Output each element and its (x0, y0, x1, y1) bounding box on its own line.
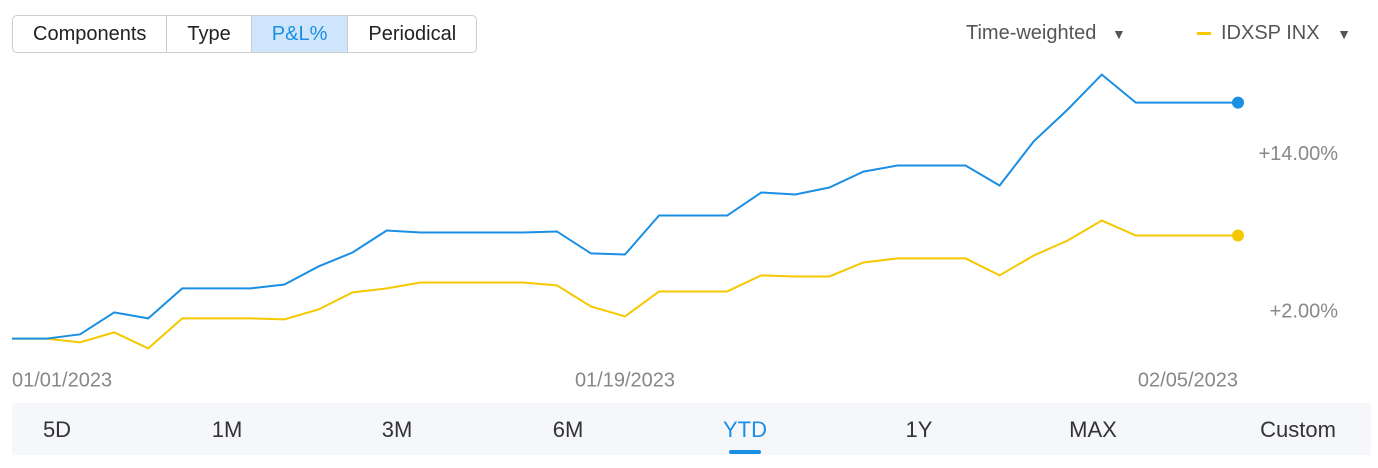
end-dot (1232, 96, 1244, 109)
y-tick-label: +14.00% (1258, 143, 1338, 165)
x-tick-label: 01/19/2023 (575, 369, 675, 391)
x-tick-label: 01/01/2023 (12, 369, 112, 391)
range-button[interactable]: YTD (723, 417, 767, 454)
line (12, 219, 1238, 350)
tab-button[interactable]: P&L% (251, 16, 349, 52)
range-button[interactable]: 5D (42, 417, 72, 442)
range-button[interactable]: 3M (381, 417, 413, 442)
legend[interactable]: IDXSP INX ▼ (1197, 22, 1351, 45)
legend-entry: IDXSP INX (1221, 22, 1320, 44)
tab-group: Components Type P&L% Periodical (12, 15, 478, 53)
end-dot (1232, 229, 1244, 242)
tab-button[interactable]: Periodical (368, 23, 457, 45)
line (12, 73, 1238, 340)
tab-button[interactable]: Components (13, 16, 168, 52)
range-bar: 5D 1M 3M 6M YTD 1Y MAX Custom (12, 403, 1371, 455)
chart: +2.00% +14.00% 01/01/2023 01/19/2023 02/05/2… (12, 73, 1339, 391)
range-button[interactable]: Custom (1260, 417, 1336, 442)
y-tick-label: +2.00% (1270, 301, 1339, 323)
range-button[interactable]: 1M (211, 417, 243, 442)
x-tick-label: 02/05/2023 (1138, 369, 1238, 391)
method-dropdown[interactable]: Time-weighted ▼ (966, 22, 1126, 44)
range-button[interactable]: MAX (1069, 417, 1117, 442)
tab-button[interactable]: Type (167, 16, 252, 52)
range-button[interactable]: 6M (552, 417, 584, 442)
range-button[interactable]: 1Y (905, 417, 933, 442)
method-label: Time-weighted (966, 22, 1097, 44)
